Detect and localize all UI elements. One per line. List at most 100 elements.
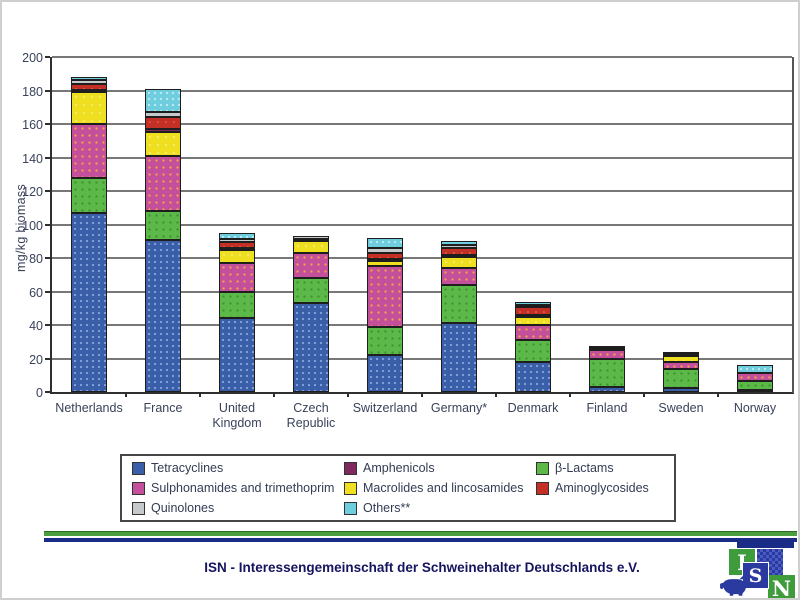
bar-segment-quinolones [145, 112, 181, 118]
legend-label: Macrolides and lincosamides [363, 481, 524, 495]
legend-swatch-tetracyclines [132, 461, 145, 475]
bar-segment-amphenicols [145, 129, 181, 133]
category-label: Switzerland [352, 401, 418, 415]
category-label: Netherlands [55, 401, 123, 415]
logo-top-bar [737, 542, 794, 548]
x-tick [495, 392, 497, 397]
bar-netherlands [71, 76, 107, 392]
bar-segment-amphenicols [515, 314, 551, 317]
bar-segment-aminoglycosides [71, 83, 107, 91]
bar-segment-macrolides [441, 257, 477, 269]
bar-segment-others [737, 364, 773, 374]
bar-segment-aminoglycosides [663, 353, 699, 356]
legend-swatch-sulphonamides [132, 481, 145, 495]
bar-segment-tetracyclines [367, 355, 403, 392]
bar-segment-sulphonamides [589, 350, 625, 360]
x-tick [347, 392, 349, 397]
legend-label: Others** [363, 501, 411, 515]
bar-segment-others [145, 88, 181, 113]
y-tick-label: 140 [22, 151, 43, 166]
bar-segment-aminoglycosides [219, 241, 255, 248]
x-tick [421, 392, 423, 397]
bar-germany- [441, 240, 477, 392]
bar-finland [589, 345, 625, 392]
y-tick [45, 391, 50, 393]
bar-segment-tetracyclines [515, 361, 551, 392]
bar-segment-aminoglycosides [293, 239, 329, 242]
logo-square-i: I [729, 549, 755, 575]
y-tick-label: 60 [29, 285, 43, 300]
bar-segment-amphenicols [71, 90, 107, 93]
bar-segment-macrolides [663, 356, 699, 362]
bar-segment-quinolones [515, 305, 551, 308]
x-tick [569, 392, 571, 397]
category-label: Sweden [658, 401, 704, 415]
gridline [52, 190, 792, 192]
category-label: Czech Republic [286, 401, 336, 430]
legend-label: Tetracyclines [151, 461, 224, 475]
bar-segment-macrolides [367, 260, 403, 267]
bar-segment-beta_lactams [737, 380, 773, 390]
bar-segment-sulphonamides [293, 252, 329, 279]
bar-segment-tetracyclines [71, 212, 107, 392]
y-tick [45, 156, 50, 159]
legend-item-sulphonamides: Sulphonamides and trimethoprim [132, 481, 344, 495]
bar-segment-sulphonamides [71, 124, 107, 178]
bar-segment-beta_lactams [663, 369, 699, 388]
bar-segment-amphenicols [441, 255, 477, 258]
legend-swatch-quinolones [132, 501, 145, 515]
y-tick-label: 120 [22, 185, 43, 199]
y-tick-label: 160 [22, 118, 43, 132]
bar-norway [737, 364, 773, 392]
y-tick-label: 80 [29, 252, 43, 266]
x-tick [273, 392, 275, 397]
bar-segment-aminoglycosides [589, 347, 625, 351]
bar-segment-beta_lactams [515, 340, 551, 362]
legend-label: β-Lactams [555, 461, 614, 475]
y-tick-label: 200 [22, 51, 43, 65]
category-label: Finland [586, 401, 628, 415]
x-tick [199, 392, 201, 397]
gridline [52, 257, 792, 259]
gridline [52, 223, 792, 226]
bar-segment-tetracyclines [293, 303, 329, 392]
bar-segment-beta_lactams [145, 211, 181, 240]
legend-swatch-beta_lactams [536, 461, 549, 475]
bar-segment-tetracyclines [589, 386, 625, 392]
bar-segment-others [71, 76, 107, 81]
bar-france [145, 88, 181, 392]
legend-swatch-amphenicols [344, 461, 357, 475]
bar-segment-beta_lactams [441, 284, 477, 324]
legend-label: Aminoglycosides [555, 481, 649, 495]
legend-label: Amphenicols [363, 461, 435, 475]
bar-segment-sulphonamides [367, 266, 403, 327]
category-label: Denmark [507, 401, 559, 415]
logo-square-n: N [768, 575, 795, 598]
y-tick-label: 100 [22, 218, 43, 233]
bar-segment-aminoglycosides [367, 252, 403, 259]
bar-segment-sulphonamides [219, 263, 255, 292]
gridline [52, 156, 792, 159]
logo-square-s: S [743, 563, 768, 588]
bar-segment-beta_lactams [219, 291, 255, 319]
bar-segment-others [367, 237, 403, 248]
x-tick [717, 392, 719, 397]
legend-swatch-aminoglycosides [536, 481, 549, 495]
bar-segment-macrolides [293, 241, 329, 253]
bar-united-kingdom [219, 233, 255, 392]
bar-segment-amphenicols [219, 247, 255, 250]
gridline [52, 357, 792, 360]
divider-line-navy [44, 538, 797, 542]
pig-icon [720, 575, 746, 596]
y-tick-label: 20 [29, 352, 43, 367]
y-tick [45, 56, 50, 58]
bar-segment-aminoglycosides [515, 307, 551, 315]
bar-segment-quinolones [441, 245, 477, 248]
bar-segment-quinolones [589, 345, 625, 348]
bar-segment-tetracyclines [737, 390, 773, 392]
bar-segment-beta_lactams [71, 177, 107, 213]
y-tick [45, 89, 50, 92]
category-label: France [143, 401, 183, 415]
bar-segment-tetracyclines [145, 239, 181, 392]
bar-segment-others [441, 240, 477, 246]
